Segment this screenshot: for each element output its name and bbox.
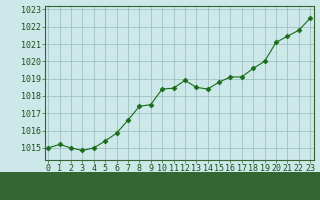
X-axis label: Graphe pression niveau de la mer (hPa): Graphe pression niveau de la mer (hPa) — [60, 176, 298, 186]
